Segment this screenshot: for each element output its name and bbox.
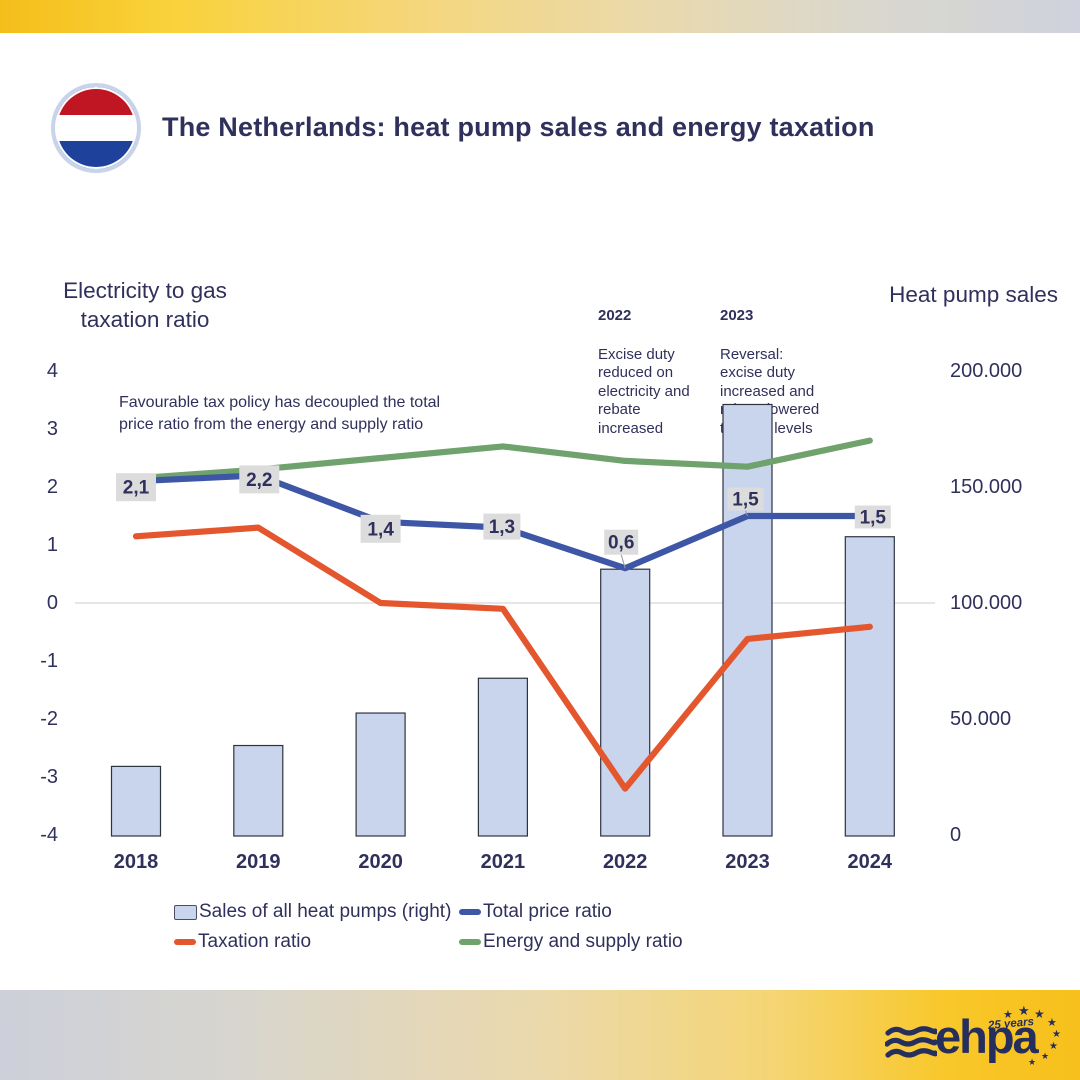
x-axis-label-2019: 2019 bbox=[236, 851, 281, 873]
right-axis-tick: 50.000 bbox=[950, 708, 1011, 730]
line-swatch-icon bbox=[459, 939, 481, 945]
line-swatch-icon bbox=[174, 939, 196, 945]
bar-2019 bbox=[233, 744, 284, 837]
data-label-box bbox=[116, 473, 156, 502]
data-label-box bbox=[854, 505, 891, 529]
bar-2018 bbox=[110, 765, 162, 837]
x-axis-label-2018: 2018 bbox=[114, 851, 159, 873]
label-leader-line bbox=[745, 510, 748, 517]
x-axis-label-2021: 2021 bbox=[481, 851, 526, 873]
bar-2020 bbox=[355, 712, 406, 837]
label-leader-line bbox=[620, 554, 626, 569]
star-icon: ★ bbox=[1049, 1041, 1058, 1052]
data-label: 1,5 bbox=[860, 508, 887, 529]
right-axis-tick: 200.000 bbox=[950, 360, 1022, 382]
bar-2022 bbox=[600, 568, 651, 837]
data-label: 1,5 bbox=[732, 490, 759, 511]
brand-text: ehpa bbox=[935, 1010, 1039, 1063]
annotation-2022-year: 2022 bbox=[598, 306, 632, 324]
x-axis-label-2022: 2022 bbox=[603, 851, 648, 873]
left-axis-tick: 1 bbox=[47, 534, 58, 556]
left-axis-tick: 4 bbox=[47, 360, 58, 382]
legend-item-sales: Sales of all heat pumps (right) bbox=[174, 901, 451, 923]
annotation-2022-text: Excise duty reduced on electricity and r… bbox=[598, 345, 690, 437]
wave-icon bbox=[885, 1026, 937, 1058]
star-icon: ★ bbox=[1003, 1009, 1013, 1021]
bar-2021 bbox=[477, 677, 528, 837]
legend-item-taxation-ratio: Taxation ratio bbox=[174, 931, 311, 953]
left-axis-tick: 2 bbox=[47, 476, 58, 498]
legend-item-energy-supply-ratio: Energy and supply ratio bbox=[459, 931, 683, 953]
star-icon: ★ bbox=[1041, 1051, 1050, 1061]
left-axis-tick: -2 bbox=[40, 708, 58, 730]
left-axis-tick: 3 bbox=[47, 418, 58, 440]
star-icon: ★ bbox=[1018, 1003, 1030, 1018]
annotation-tax-policy-note: Favourable tax policy has decoupled the … bbox=[119, 394, 441, 433]
annotation-2022: 2022 Excise duty reduced on electricity … bbox=[598, 288, 718, 457]
data-label-box bbox=[483, 513, 521, 540]
data-label: 1,4 bbox=[367, 519, 394, 540]
bar-2023 bbox=[722, 403, 773, 837]
data-label-box bbox=[239, 465, 280, 494]
star-icon: ★ bbox=[1052, 1029, 1061, 1040]
bar-2024 bbox=[844, 536, 895, 837]
top-gradient-bar bbox=[0, 0, 1080, 33]
right-axis-tick: 150.000 bbox=[950, 476, 1022, 498]
data-label-box bbox=[604, 529, 639, 555]
data-label: 2,1 bbox=[123, 478, 150, 499]
x-axis-label-2023: 2023 bbox=[725, 851, 770, 873]
line-taxation-ratio bbox=[132, 524, 873, 792]
left-axis-title: Electricity to gas taxation ratio bbox=[63, 278, 227, 332]
netherlands-flag-icon bbox=[51, 83, 141, 173]
right-axis-tick: 0 bbox=[950, 824, 961, 846]
star-icon: ★ bbox=[1028, 1057, 1037, 1067]
right-axis-tick: 100.000 bbox=[950, 592, 1022, 614]
x-axis-label-2020: 2020 bbox=[358, 851, 403, 873]
left-axis-tick: -3 bbox=[40, 766, 58, 788]
legend-label: Sales of all heat pumps (right) bbox=[199, 901, 452, 922]
legend-label: Taxation ratio bbox=[198, 931, 312, 952]
legend-label: Total price ratio bbox=[483, 901, 612, 922]
footer-gradient-bar bbox=[0, 990, 1080, 1080]
x-axis-label-2024: 2024 bbox=[848, 851, 893, 873]
legend-item-total-price-ratio: Total price ratio bbox=[459, 901, 612, 923]
data-label: 2,2 bbox=[246, 470, 272, 491]
left-axis-tick: 0 bbox=[47, 592, 58, 614]
right-axis-title: Heat pump sales bbox=[889, 282, 1058, 307]
star-icon: ★ bbox=[1047, 1017, 1057, 1029]
annotation-2023-year: 2023 bbox=[720, 306, 754, 324]
ehpa-logo: ehpa 25 years ★ ★ ★ ★ ★ ★ ★ ★ bbox=[885, 1002, 1065, 1078]
data-label-box bbox=[360, 514, 401, 543]
bar-swatch-icon bbox=[174, 904, 197, 920]
line-swatch-icon bbox=[459, 909, 481, 915]
data-label: 0,6 bbox=[608, 533, 634, 554]
star-icon: ★ bbox=[1034, 1007, 1045, 1021]
left-axis-tick: -1 bbox=[40, 650, 58, 672]
page-title: The Netherlands: heat pump sales and ene… bbox=[162, 112, 875, 142]
legend-label: Energy and supply ratio bbox=[483, 931, 683, 952]
data-label: 1,3 bbox=[489, 517, 515, 538]
data-label-box bbox=[727, 487, 764, 511]
left-axis-tick: -4 bbox=[40, 824, 58, 846]
